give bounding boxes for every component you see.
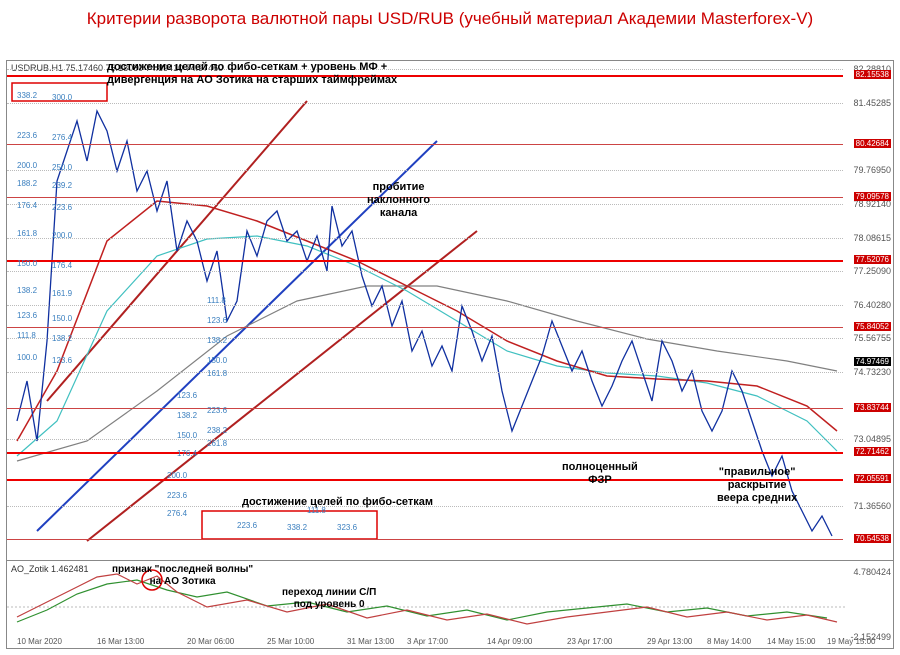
fibo-label: 138.2 <box>207 336 227 345</box>
fibo-label: 200.0 <box>17 161 37 170</box>
fibo-label: 300.0 <box>52 93 72 102</box>
fibo-label: 100.0 <box>17 353 37 362</box>
fibo-label: 176.4 <box>177 449 197 458</box>
y-tick: 75.56755 <box>853 333 891 343</box>
fibo-label: 138.2 <box>52 334 72 343</box>
fibo-label: 123.6 <box>52 356 72 365</box>
y-tick: 79.76950 <box>853 165 891 175</box>
sub-y-label: 4.780424 <box>853 567 891 577</box>
fibo-label: 138.2 <box>177 411 197 420</box>
fibo-label: 338.2 <box>287 523 307 532</box>
price-tag: 82.15538 <box>854 70 891 79</box>
x-tick: 14 May 15:00 <box>767 637 815 646</box>
fibo-label: 161.9 <box>52 289 72 298</box>
y-tick: 73.04895 <box>853 434 891 444</box>
fibo-label: 223.6 <box>52 203 72 212</box>
main-chart-svg <box>7 61 845 561</box>
x-tick: 10 Mar 2020 <box>17 637 62 646</box>
fibo-label: 223.6 <box>237 521 257 530</box>
page-title: Критерии разворота валютной пары USD/RUB… <box>0 0 900 34</box>
x-tick: 23 Apr 17:00 <box>567 637 612 646</box>
price-tag: 73.83744 <box>854 403 891 412</box>
fibo-label: 138.2 <box>17 286 37 295</box>
price-tag: 79.09578 <box>854 192 891 201</box>
fibo-label: 239.2 <box>52 181 72 190</box>
price-tag: 70.54538 <box>854 534 891 543</box>
fibo-label: 276.4 <box>167 509 187 518</box>
fibo-label: 223.6 <box>167 491 187 500</box>
price-tag: 74.97469 <box>854 357 891 366</box>
fibo-label: 250.0 <box>52 163 72 172</box>
fibo-label: 161.8 <box>17 229 37 238</box>
fibo-label: 261.8 <box>207 439 227 448</box>
x-tick: 19 May 15:00 <box>827 637 875 646</box>
y-tick: 77.25090 <box>853 266 891 276</box>
fibo-label: 323.6 <box>337 523 357 532</box>
x-tick: 31 Mar 13:00 <box>347 637 394 646</box>
price-tag: 72.05591 <box>854 474 891 483</box>
fibo-label: 123.6 <box>207 316 227 325</box>
y-tick: 74.73230 <box>853 367 891 377</box>
x-tick: 25 Mar 10:00 <box>267 637 314 646</box>
fibo-label: 238.2 <box>207 426 227 435</box>
fibo-label: 176.4 <box>52 261 72 270</box>
y-tick: 71.36560 <box>853 501 891 511</box>
main-chart[interactable]: USDRUB.H1 75.17460 75.18060 74.89410 74.… <box>7 61 893 561</box>
fibo-label: 111.8 <box>307 506 326 515</box>
x-tick: 3 Apr 17:00 <box>407 637 448 646</box>
fibo-label: 161.8 <box>207 369 227 378</box>
y-tick: 81.45285 <box>853 98 891 108</box>
fibo-label: 223.6 <box>17 131 37 140</box>
price-tag: 80.42684 <box>854 139 891 148</box>
sub-chart-svg <box>7 562 845 648</box>
fibo-label: 223.6 <box>207 406 227 415</box>
x-tick: 14 Apr 09:00 <box>487 637 532 646</box>
sub-chart[interactable]: AO_Zotik 1.462481 4.780424-2.152499призн… <box>7 562 893 648</box>
fibo-label: 338.2 <box>17 91 37 100</box>
chart-container: USDRUB.H1 75.17460 75.18060 74.89410 74.… <box>6 60 894 649</box>
x-tick: 16 Mar 13:00 <box>97 637 144 646</box>
fibo-label: 123.6 <box>17 311 37 320</box>
fibo-label: 111.8 <box>207 296 226 305</box>
fibo-label: 111.8 <box>17 331 36 340</box>
fibo-label: 176.4 <box>17 201 37 210</box>
fibo-label: 150.0 <box>177 431 197 440</box>
x-tick: 8 May 14:00 <box>707 637 751 646</box>
fibo-label: 150.0 <box>207 356 227 365</box>
y-tick: 76.40280 <box>853 300 891 310</box>
x-tick: 29 Apr 13:00 <box>647 637 692 646</box>
price-tag: 77.52076 <box>854 255 891 264</box>
fibo-label: 200.0 <box>52 231 72 240</box>
x-tick: 20 Mar 06:00 <box>187 637 234 646</box>
y-tick: 78.08615 <box>853 233 891 243</box>
fibo-label: 276.4 <box>52 133 72 142</box>
fibo-label: 150.0 <box>52 314 72 323</box>
fibo-label: 188.2 <box>17 179 37 188</box>
fibo-label: 123.6 <box>177 391 197 400</box>
price-tag: 72.71462 <box>854 447 891 456</box>
fibo-label: 200.0 <box>167 471 187 480</box>
price-tag: 75.84052 <box>854 322 891 331</box>
fibo-label: 150.0 <box>17 259 37 268</box>
